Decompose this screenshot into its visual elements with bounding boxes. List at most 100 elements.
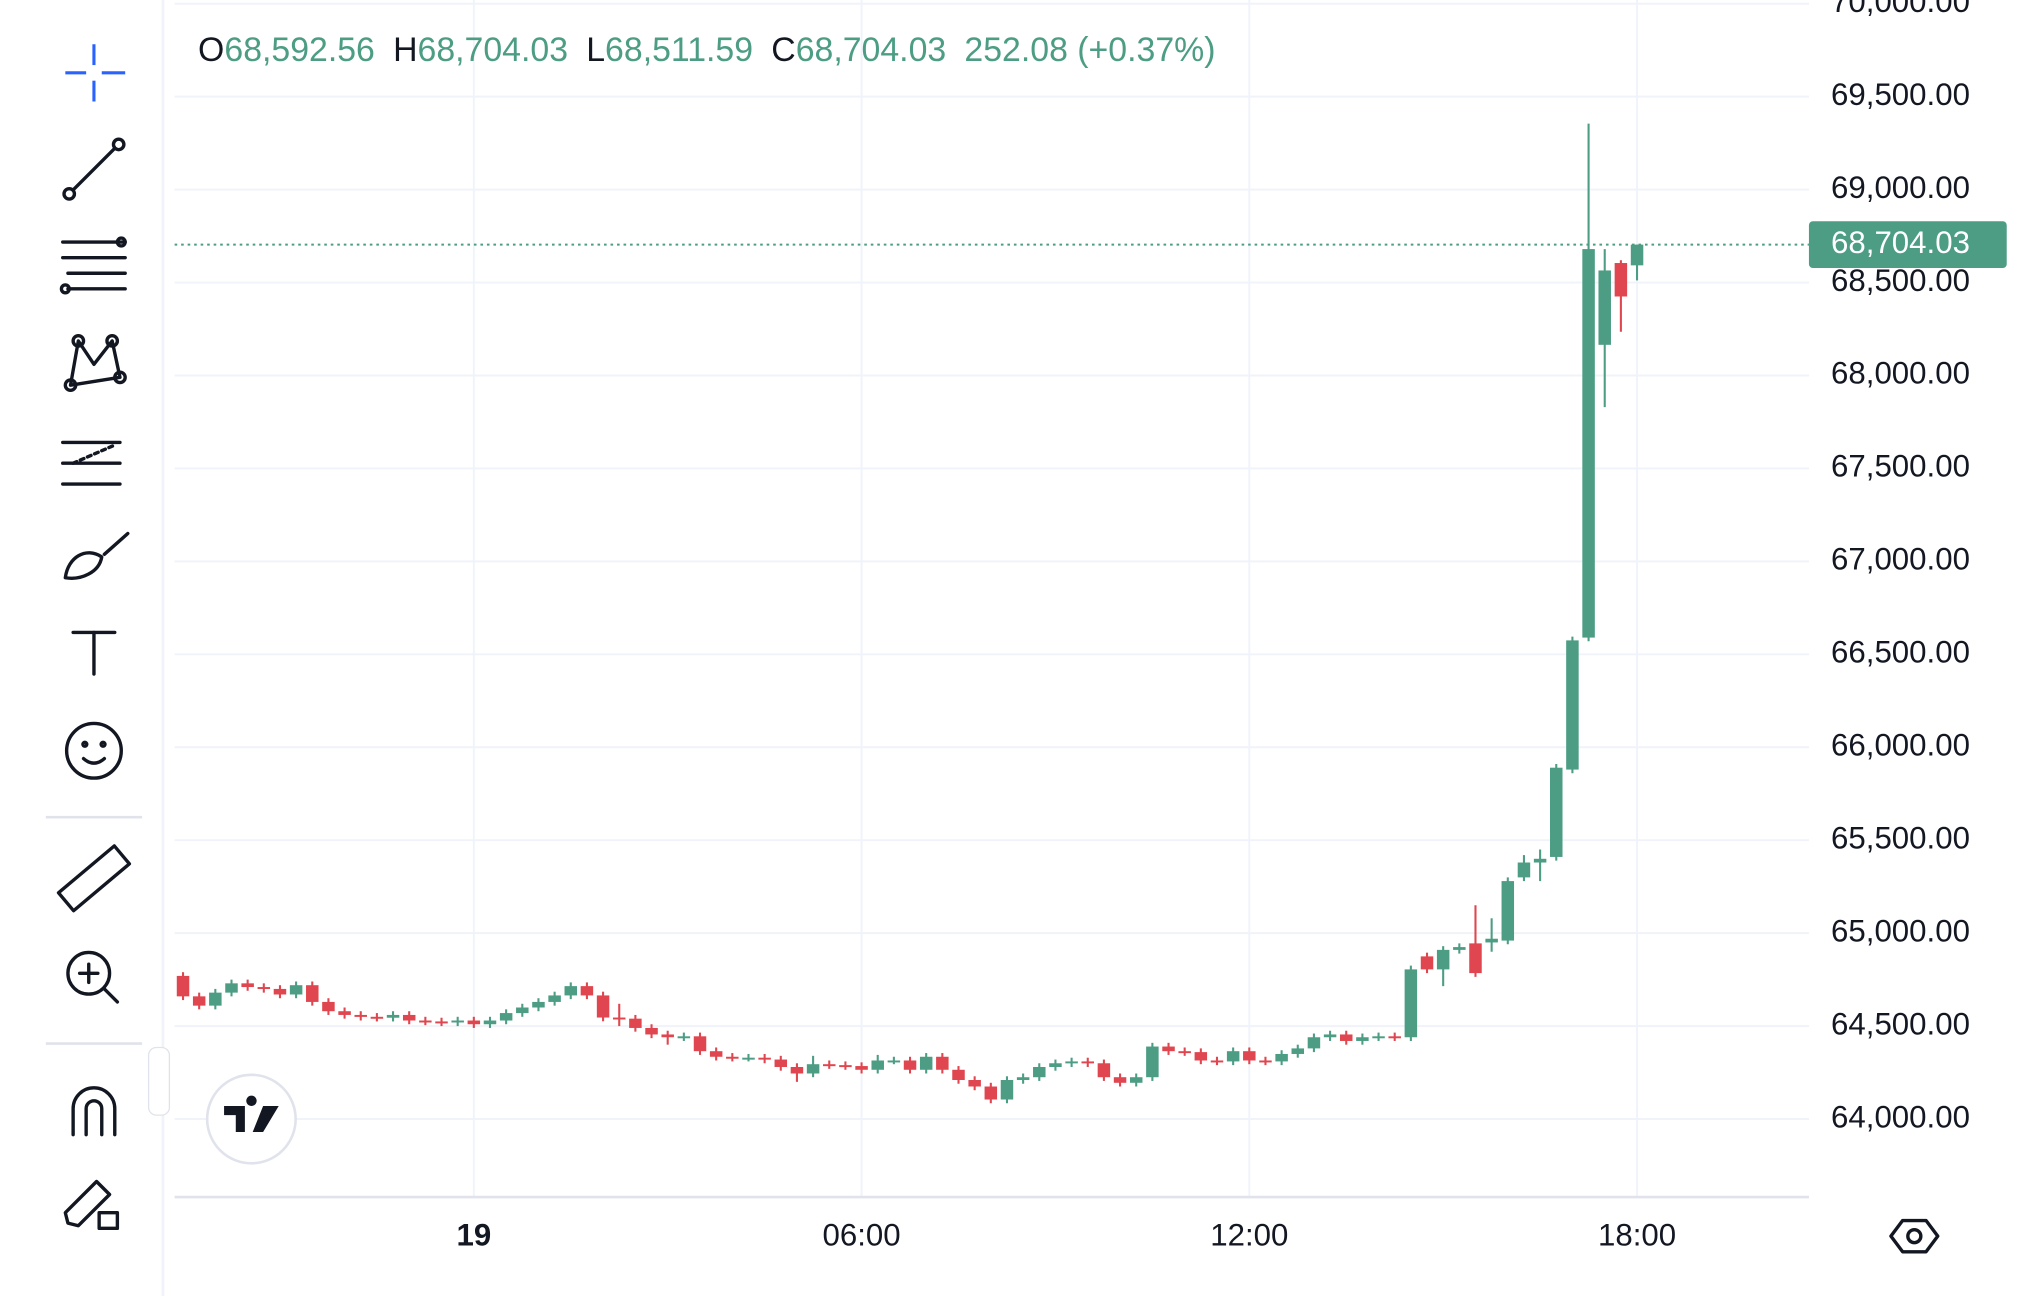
candle-body xyxy=(774,1059,788,1067)
candle-body xyxy=(1162,1046,1175,1052)
candle-body xyxy=(1275,1053,1288,1062)
candle-body xyxy=(677,1036,691,1039)
zoom-tool[interactable] xyxy=(66,950,120,1004)
y-tick-label: 67,500.00 xyxy=(1831,449,1970,484)
pattern-tool[interactable] xyxy=(63,334,127,393)
y-tick-label: 64,500.00 xyxy=(1831,1006,1970,1041)
text-tool[interactable] xyxy=(71,630,117,676)
candle-body xyxy=(1436,949,1450,970)
candle-body xyxy=(1420,956,1434,970)
candle-body xyxy=(742,1057,755,1060)
candle-body xyxy=(402,1014,416,1021)
ruler-tool[interactable] xyxy=(56,844,132,913)
candle-body xyxy=(1582,249,1595,638)
candle-body xyxy=(1388,1036,1401,1039)
candle-body xyxy=(887,1060,901,1063)
candle-body xyxy=(1339,1034,1353,1041)
candle-body xyxy=(419,1020,432,1023)
x-tick-label: 12:00 xyxy=(1210,1218,1288,1253)
candle-body xyxy=(1178,1051,1191,1054)
candle-body xyxy=(354,1014,367,1017)
candle-body xyxy=(176,975,190,997)
x-tick-label: 19 xyxy=(456,1218,491,1253)
candle-body xyxy=(516,1007,529,1014)
candle-body xyxy=(1307,1037,1321,1049)
candle-body xyxy=(1226,1051,1240,1062)
emoji-tool[interactable] xyxy=(64,721,123,780)
candle-body xyxy=(726,1056,739,1059)
y-tick-label: 67,000.00 xyxy=(1831,542,1970,577)
candle-body xyxy=(645,1027,658,1035)
candle-body xyxy=(580,986,594,996)
candle-body xyxy=(499,1013,513,1021)
y-tick-label: 69,000.00 xyxy=(1831,170,1970,205)
candle-body xyxy=(451,1020,464,1023)
candle-body xyxy=(984,1086,998,1100)
candle-body xyxy=(1614,263,1628,297)
candle-body xyxy=(1517,862,1531,878)
lock-tool[interactable] xyxy=(63,1179,120,1231)
crosshair-tool[interactable] xyxy=(65,44,126,102)
collapse-handle[interactable] xyxy=(147,1046,171,1116)
candle-body xyxy=(806,1064,820,1074)
candle-body xyxy=(1016,1077,1030,1080)
price-tag xyxy=(1808,221,2007,269)
candle-body xyxy=(1291,1048,1305,1054)
candle-body xyxy=(1243,1051,1256,1061)
logo xyxy=(205,1073,297,1165)
candle-body xyxy=(370,1016,384,1019)
candle-body xyxy=(1372,1036,1385,1039)
logo-mark xyxy=(224,1095,279,1133)
candle-body xyxy=(1453,947,1466,950)
ohlc-label: O xyxy=(198,31,224,69)
candle-body xyxy=(1550,767,1563,857)
toolbar xyxy=(45,0,171,1296)
settings-icon[interactable] xyxy=(1889,1218,1940,1254)
x-tick-label: 06:00 xyxy=(823,1218,901,1253)
ohlc-label: H xyxy=(393,31,417,69)
candle-body xyxy=(1097,1063,1111,1078)
fib-tool[interactable] xyxy=(59,236,127,295)
magnet-tool[interactable] xyxy=(71,1086,117,1137)
y-tick-label: 66,500.00 xyxy=(1831,635,1970,670)
candle-body xyxy=(467,1020,481,1025)
candle-body xyxy=(790,1066,804,1074)
candle-body xyxy=(596,995,610,1018)
candle-body xyxy=(1000,1080,1014,1100)
trend-line-tool[interactable] xyxy=(62,137,126,201)
candle-body xyxy=(1033,1066,1046,1078)
candle-body xyxy=(1501,881,1515,941)
candle-body xyxy=(1129,1077,1143,1083)
ohlc-label: C xyxy=(771,31,795,69)
candle-body xyxy=(871,1060,884,1070)
price-tag-label: 68,704.03 xyxy=(1831,225,1970,260)
candle-body xyxy=(855,1066,868,1070)
candle-body xyxy=(1194,1052,1208,1061)
candle-body xyxy=(1404,969,1418,1038)
candle-body xyxy=(709,1051,723,1057)
candle-body xyxy=(289,985,303,995)
candle-body xyxy=(1356,1037,1369,1041)
ohlc-label: L xyxy=(586,31,605,69)
y-tick-label: 70,000.00 xyxy=(1831,0,1970,19)
candle-body xyxy=(1485,938,1498,943)
candle-body xyxy=(693,1036,707,1052)
candle-body xyxy=(661,1034,674,1038)
candle-body xyxy=(1049,1063,1062,1067)
candle-body xyxy=(1113,1077,1127,1083)
y-tick-label: 68,000.00 xyxy=(1831,356,1970,391)
logo-badge xyxy=(205,1073,297,1165)
grid xyxy=(174,0,1809,1198)
forecast-tool[interactable] xyxy=(61,440,122,486)
candle-body xyxy=(564,986,578,996)
x-tick-label: 18:00 xyxy=(1598,1218,1676,1253)
candle-body xyxy=(386,1014,400,1018)
ohlc-change: 252.08 (+0.37%) xyxy=(964,31,1215,69)
brush-tool[interactable] xyxy=(63,531,130,580)
candle-body xyxy=(483,1020,497,1025)
candle-body xyxy=(322,1001,335,1012)
candle-body xyxy=(1259,1060,1272,1063)
candle-body xyxy=(936,1056,949,1070)
